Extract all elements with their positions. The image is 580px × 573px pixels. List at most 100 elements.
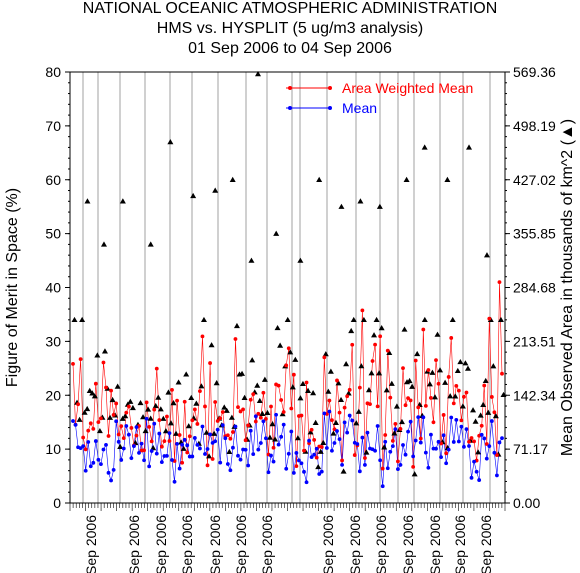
mean-point <box>335 429 339 433</box>
area-triangle-point <box>122 413 129 419</box>
area-triangle-point <box>190 192 197 199</box>
area-weighted-mean-point <box>96 420 101 424</box>
mean-point <box>119 458 124 462</box>
mean-point <box>246 463 251 468</box>
area-weighted-mean-point <box>170 387 174 392</box>
area-triangle-point <box>233 322 240 329</box>
area-weighted-mean-point <box>444 451 449 456</box>
mean-point <box>154 451 159 456</box>
mean-point <box>363 463 367 467</box>
area-triangle-point <box>363 449 370 455</box>
mean-point <box>106 470 111 475</box>
mean-point <box>86 440 91 444</box>
area-triangle-point <box>71 316 78 323</box>
area-weighted-mean-point <box>154 366 159 371</box>
area-weighted-mean-point <box>327 398 332 403</box>
area-triangle-point <box>277 342 284 348</box>
area-weighted-mean-point <box>429 396 433 400</box>
area-triangle-point <box>330 430 337 436</box>
legend-marker-mean <box>288 106 292 110</box>
mean-point <box>286 451 291 456</box>
area-triangle-point <box>411 471 418 477</box>
area-triangle-point <box>94 352 101 358</box>
area-weighted-mean-point <box>246 423 251 428</box>
legend-label-mean: Mean <box>342 100 377 116</box>
area-triangle-point <box>248 257 255 263</box>
area-triangle-point <box>482 377 489 384</box>
mean-point <box>274 412 278 417</box>
mean-point <box>144 416 149 421</box>
area-weighted-mean-point <box>426 368 431 372</box>
area-triangle-point <box>421 144 428 150</box>
area-triangle-point <box>368 370 375 376</box>
area-weighted-mean-point <box>208 361 212 365</box>
mean-point <box>231 445 235 450</box>
area-triangle-point <box>388 380 395 386</box>
area-weighted-mean-point <box>195 422 200 426</box>
area-triangle-point <box>316 176 323 182</box>
y-tick-label: 80 <box>45 64 61 80</box>
area-triangle-point <box>100 241 107 247</box>
area-weighted-mean-point <box>86 428 91 433</box>
area-weighted-mean-point <box>403 403 408 408</box>
area-weighted-mean-point <box>312 438 317 442</box>
area-weighted-mean-point <box>497 280 502 285</box>
y2-tick-label: 427.02 <box>513 172 556 188</box>
area-weighted-mean-point <box>337 410 342 415</box>
area-triangle-point <box>371 332 378 338</box>
area-triangle-point <box>84 405 91 412</box>
area-triangle-point <box>274 324 281 331</box>
mean-point <box>91 460 96 465</box>
mean-point <box>271 459 276 464</box>
x-tick-label: Sep 2006 <box>83 515 99 573</box>
area-triangle-point <box>355 408 362 414</box>
area-weighted-mean-point <box>180 460 185 465</box>
area-weighted-mean-point <box>413 358 418 363</box>
area-triangle-point <box>381 444 388 450</box>
area-weighted-mean-point <box>269 404 273 409</box>
area-weighted-mean-point <box>464 390 469 395</box>
area-triangle-point <box>160 415 167 421</box>
mean-point <box>401 443 405 447</box>
area-weighted-mean-point <box>284 363 289 368</box>
mean-point <box>215 427 220 432</box>
y2-tick-label: 142.34 <box>513 387 556 403</box>
mean-point <box>444 461 449 466</box>
area-triangle-point <box>127 398 134 404</box>
area-triangle-point <box>325 388 332 394</box>
mean-point <box>423 450 428 455</box>
area-triangle-point <box>447 393 454 399</box>
area-triangle-point <box>183 371 190 377</box>
area-triangle-point <box>86 387 93 393</box>
area-weighted-mean-point <box>91 426 96 431</box>
area-weighted-mean-point <box>360 308 365 313</box>
mean-point <box>360 435 365 440</box>
y2-tick-label: 213.51 <box>513 333 556 349</box>
mean-point <box>340 463 344 467</box>
area-weighted-mean-point <box>289 406 294 411</box>
area-weighted-mean-point <box>436 381 441 386</box>
mean-point <box>456 439 461 444</box>
area-weighted-mean-point <box>368 402 372 407</box>
x-tick-label: Sep 2006 <box>373 515 389 573</box>
area-triangle-point <box>393 403 400 409</box>
mean-point <box>474 469 479 474</box>
area-weighted-mean-point <box>449 336 454 340</box>
area-triangle-point <box>383 387 390 393</box>
mean-point <box>467 444 471 448</box>
area-triangle-point <box>409 383 416 389</box>
mean-point <box>497 440 502 445</box>
area-weighted-mean-point <box>159 444 164 449</box>
area-triangle-point <box>431 394 438 400</box>
chart-title-line3: 01 Sep 2006 to 04 Sep 2006 <box>188 40 392 57</box>
mean-point <box>429 432 433 437</box>
area-weighted-mean-point <box>78 357 83 361</box>
area-weighted-mean-point <box>390 439 395 443</box>
mean-point <box>165 453 169 458</box>
area-weighted-mean-point <box>238 409 243 414</box>
area-weighted-mean-point <box>411 464 416 469</box>
area-triangle-point <box>358 363 365 369</box>
area-weighted-mean-point <box>76 402 80 407</box>
area-weighted-mean-point <box>185 450 190 455</box>
mean-point <box>269 453 273 458</box>
